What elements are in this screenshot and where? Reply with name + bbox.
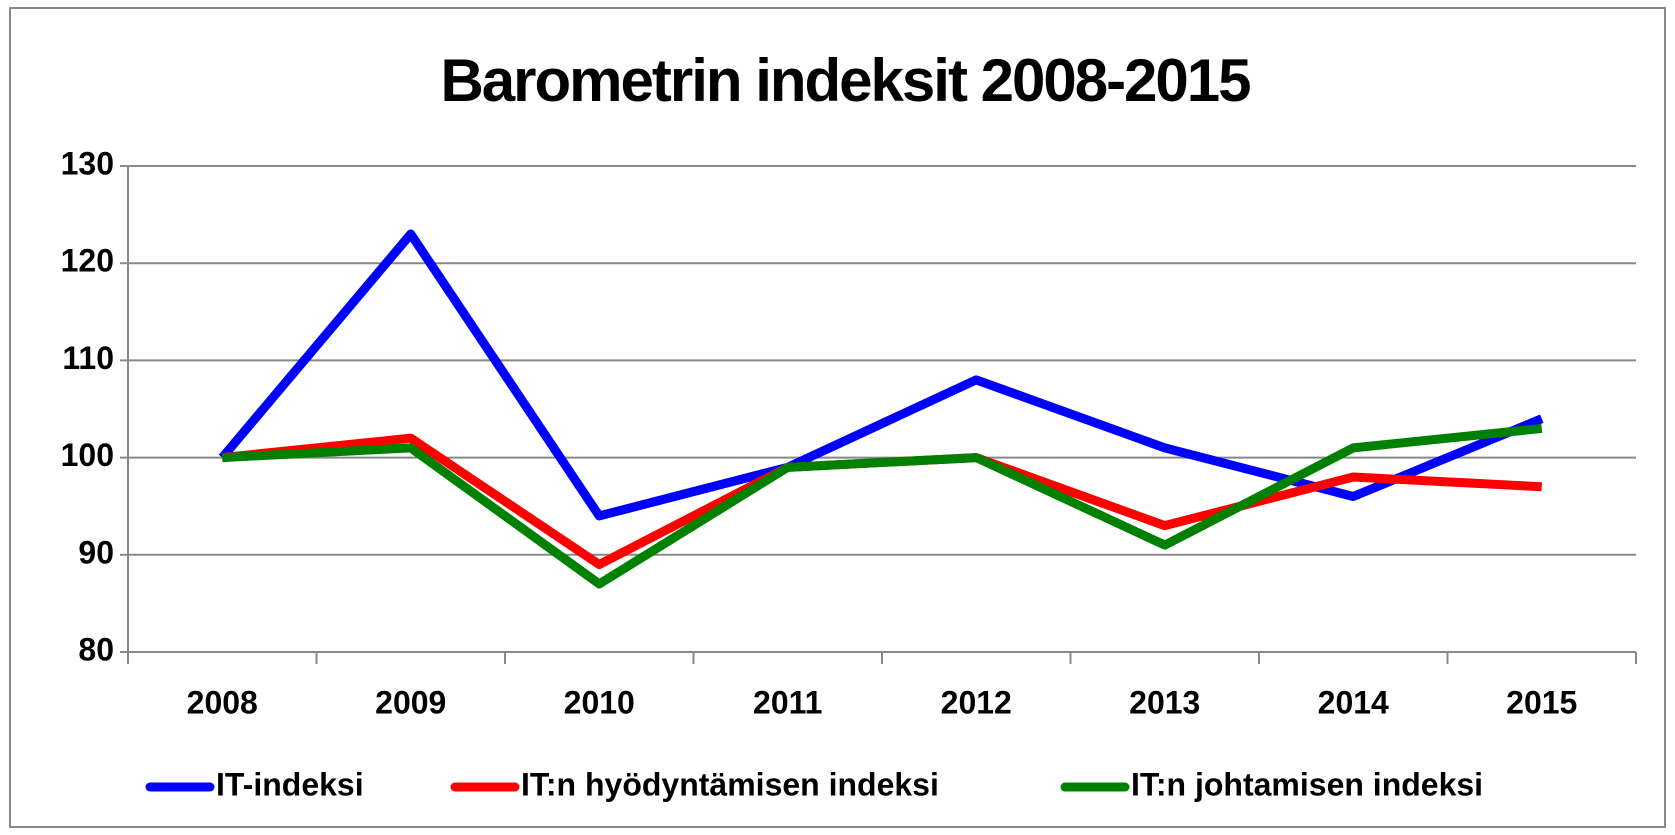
- y-tick-label: 100: [61, 437, 114, 473]
- chart-title: Barometrin indeksit 2008-2015: [440, 47, 1250, 114]
- y-tick-label: 130: [61, 145, 114, 181]
- x-tick-label: 2009: [375, 684, 446, 720]
- x-tick-label: 2014: [1318, 684, 1389, 720]
- chart-border: [9, 7, 1666, 828]
- y-tick-label: 80: [78, 631, 114, 667]
- x-tick-label: 2015: [1506, 684, 1577, 720]
- x-tick-label: 2012: [941, 684, 1012, 720]
- y-tick-label: 110: [62, 340, 114, 376]
- legend-label: IT:n hyödyntämisen indeksi: [521, 766, 939, 802]
- legend-label: IT-indeksi: [216, 766, 364, 802]
- series-line: [222, 423, 1543, 589]
- y-tick-label: 120: [61, 243, 114, 279]
- x-tick-label: 2011: [753, 684, 822, 720]
- x-tick-label: 2010: [564, 684, 635, 720]
- legend-label: IT:n johtamisen indeksi: [1131, 766, 1483, 802]
- x-tick-label: 2008: [187, 684, 258, 720]
- x-tick-label: 2013: [1129, 684, 1200, 720]
- y-tick-label: 90: [78, 534, 114, 570]
